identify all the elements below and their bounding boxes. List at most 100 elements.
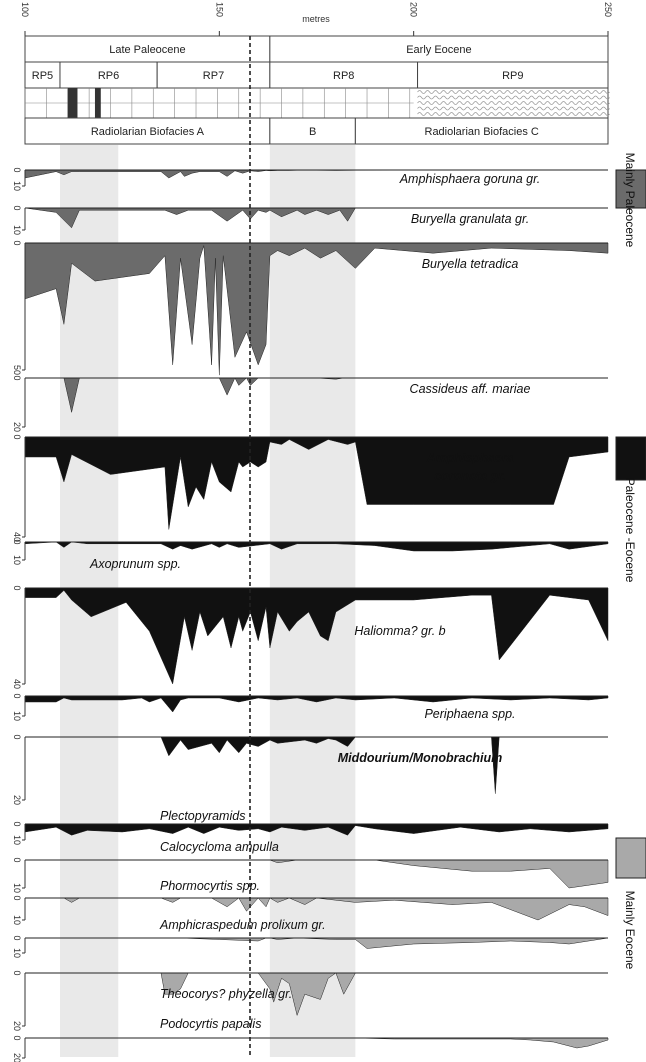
series-panel-8: 0 20 Middourium/Monobrachium	[12, 734, 608, 805]
series-area-8	[25, 736, 608, 794]
series-name-5: Axoprunum spp.	[89, 557, 181, 571]
biofacies-cell-1	[269, 117, 356, 145]
series-tick-5-1: 10	[12, 555, 22, 565]
series-tick-14-0: 0	[12, 1035, 22, 1040]
legend-label-1: Paleocene -Eocene	[623, 478, 637, 583]
series-name-13: Theocorys? phyzella gr.	[160, 987, 292, 1001]
series-panel-13: 0 20 Theocorys? phyzella gr.	[12, 970, 608, 1031]
series-tick-12-1: 10	[12, 948, 22, 958]
series-panel-10: 0 10 Calocycloma ampulla	[12, 840, 609, 893]
group-legend: Mainly Paleocene Paleocene -Eocene Mainly …	[615, 153, 646, 970]
series-area-9	[24, 823, 609, 836]
series-area-6	[24, 587, 609, 685]
series-area-4	[24, 436, 609, 530]
series-panel-2: 0 50 Buryella tetradica	[12, 240, 609, 376]
series-tick-12-0: 0	[12, 935, 22, 940]
series-name-9: Plectopyramids	[160, 809, 245, 823]
series-area-2	[24, 242, 609, 376]
series-name-1: Buryella granulata gr.	[411, 212, 529, 226]
series-tick-10-1: 10	[12, 883, 22, 893]
series-name-6: Haliomma? gr. b	[354, 624, 445, 638]
series-area-5	[24, 541, 609, 552]
series-panel-12: 0 10 Amphicraspedum prolixum gr.	[12, 918, 609, 958]
series-area-12	[25, 937, 609, 949]
series-tick-0-1: 10	[12, 181, 22, 191]
series-name-8: Middourium/Monobrachium	[338, 751, 503, 765]
series-tick-6-0: 0	[12, 585, 22, 590]
series-tick-8-1: 20	[12, 795, 22, 805]
epoch-cell-0	[24, 35, 271, 63]
series-tick-3-0: 0	[12, 375, 22, 380]
zone-label-1: RP6	[98, 70, 119, 82]
series-tick-1-1: 10	[12, 225, 22, 235]
legend-label-0: Mainly Paleocene	[623, 153, 637, 248]
lith-wavy	[417, 90, 610, 116]
series-tick-7-1: 10	[12, 711, 22, 721]
series-tick-5-0: 0	[12, 539, 22, 544]
zone-cell-4	[417, 61, 609, 89]
series-tick-7-0: 0	[12, 693, 22, 698]
series-name-7: Periphaena spp.	[424, 707, 515, 721]
series-tick-11-0: 0	[12, 895, 22, 900]
series-panel-3: 0 20 Cassideus aff. mariae	[12, 375, 608, 432]
series-panel-11: 0 10 Phormocyrtis spp.	[12, 879, 609, 925]
series-tick-3-1: 20	[12, 422, 22, 432]
x-tick-label-0: 100	[20, 2, 30, 17]
x-tick-label-2: 200	[409, 2, 419, 17]
series-tick-13-0: 0	[12, 970, 22, 975]
series-panel-7: 0 10 Periphaena spp.	[12, 693, 609, 721]
biofacies-label-2: Radiolarian Biofacies C	[425, 126, 539, 138]
series-panel-14: 0 20 Podocyrtis papalis	[12, 1017, 609, 1062]
series-name-10: Calocycloma ampulla	[160, 840, 279, 854]
zone-cell-1	[59, 61, 158, 89]
lith-dark-bed-1	[94, 88, 101, 118]
series-name-4-b: coronata gr.	[434, 469, 506, 483]
legend-swatch-1	[615, 436, 646, 481]
series-tick-4-1: 40	[12, 532, 22, 542]
series-tick-9-1: 10	[12, 835, 22, 845]
series-name-4-a: Amphisphaera	[426, 451, 514, 465]
zone-label-3: RP8	[333, 70, 354, 82]
series-panels: 0 10 Amphisphaera goruna gr. 0 10 Buryella gr…	[12, 167, 609, 1062]
series-tick-2-1: 50	[12, 365, 22, 375]
stratigraphy-header: Late Paleocene Early Eocene RP5 RP6 RP7 RP8 RP…	[24, 35, 610, 145]
series-name-3: Cassideus aff. mariae	[410, 382, 531, 396]
series-area-7	[24, 695, 609, 713]
series-area-1	[24, 207, 608, 229]
biofacies-cell-0	[24, 117, 271, 145]
series-name-0: Amphisphaera goruna gr.	[399, 172, 541, 186]
series-name-12: Amphicraspedum prolixum gr.	[159, 918, 326, 932]
legend-label-2: Mainly Eocene	[623, 891, 637, 970]
x-axis-label: metres	[302, 14, 330, 24]
series-area-13	[25, 972, 608, 1017]
series-panel-9: 0 10 Plectopyramids	[12, 809, 609, 845]
series-panel-4: 040 Amphisphaera coronata gr.	[12, 434, 609, 542]
series-area-11	[25, 897, 609, 921]
series-name-14: Podocyrtis papalis	[160, 1017, 261, 1031]
lith-dark-bed-0	[67, 88, 78, 118]
x-axis: metres 100 150 200 250	[20, 2, 613, 37]
series-panel-1: 0 10 Buryella granulata gr.	[12, 205, 608, 235]
legend-swatch-0	[615, 169, 646, 209]
biofacies-label-0: Radiolarian Biofacies A	[91, 126, 205, 138]
series-tick-11-1: 10	[12, 915, 22, 925]
x-tick-label-3: 250	[603, 2, 613, 17]
biofacies-label-1: B	[309, 126, 316, 138]
epoch-cell-1	[269, 35, 609, 63]
zone-label-2: RP7	[203, 70, 224, 82]
series-tick-0-0: 0	[12, 167, 22, 172]
series-tick-13-1: 20	[12, 1021, 22, 1031]
series-tick-10-0: 0	[12, 857, 22, 862]
legend-swatch-2	[615, 837, 646, 879]
series-tick-6-1: 40	[12, 679, 22, 689]
series-panel-5: 0 10 Axoprunum spp.	[12, 539, 609, 571]
epoch-label-1: Early Eocene	[406, 44, 471, 56]
series-tick-8-0: 0	[12, 734, 22, 739]
zone-label-0: RP5	[32, 70, 53, 82]
series-tick-2-0: 0	[12, 240, 22, 245]
zone-cell-3	[269, 61, 419, 89]
series-tick-1-0: 0	[12, 205, 22, 210]
zone-cell-2	[156, 61, 271, 89]
biofacies-cell-2	[354, 117, 609, 145]
